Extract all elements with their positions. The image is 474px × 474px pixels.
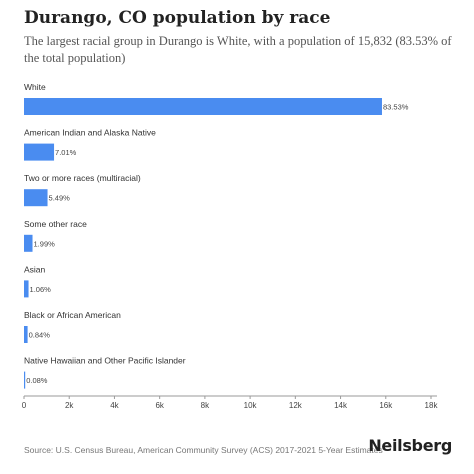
data-label: 0.84%: [29, 331, 51, 340]
bar: [24, 98, 382, 115]
x-tick-label: 14k: [334, 401, 348, 410]
bar: [24, 280, 29, 298]
x-tick-label: 6k: [155, 401, 164, 410]
bar: [24, 326, 28, 343]
x-tick-label: 10k: [244, 401, 258, 410]
data-label: 83.53%: [383, 103, 409, 112]
bar: [24, 371, 26, 389]
category-label: Black or African American: [24, 310, 121, 320]
category-label: Native Hawaiian and Other Pacific Island…: [24, 356, 186, 366]
data-label: 0.08%: [26, 376, 48, 385]
category-label: Asian: [24, 264, 46, 274]
data-label: 1.99%: [34, 239, 56, 248]
x-tick-label: 8k: [201, 401, 210, 410]
x-tick-label: 2k: [65, 401, 74, 410]
bar: [24, 234, 33, 252]
chart-subtitle: The largest racial group in Durango is W…: [24, 34, 452, 65]
x-tick-label: 16k: [379, 401, 393, 410]
source-note: Source: U.S. Census Bureau, American Com…: [24, 445, 383, 455]
data-label: 7.01%: [55, 148, 77, 157]
x-tick-label: 4k: [110, 401, 119, 410]
chart-title: Durango, CO population by race: [24, 8, 331, 28]
x-tick-label: 18k: [425, 401, 439, 410]
data-label: 5.49%: [49, 194, 71, 203]
category-label: American Indian and Alaska Native: [24, 128, 156, 138]
category-label: Two or more races (multiracial): [24, 173, 141, 183]
category-label: Some other race: [24, 219, 87, 229]
x-tick-label: 0: [22, 401, 27, 410]
brand-logo: Neilsberg: [368, 436, 452, 455]
x-tick-label: 12k: [289, 401, 303, 410]
bar: [24, 189, 48, 207]
category-label: White: [24, 82, 46, 92]
bar: [24, 143, 55, 161]
data-label: 1.06%: [30, 285, 52, 294]
